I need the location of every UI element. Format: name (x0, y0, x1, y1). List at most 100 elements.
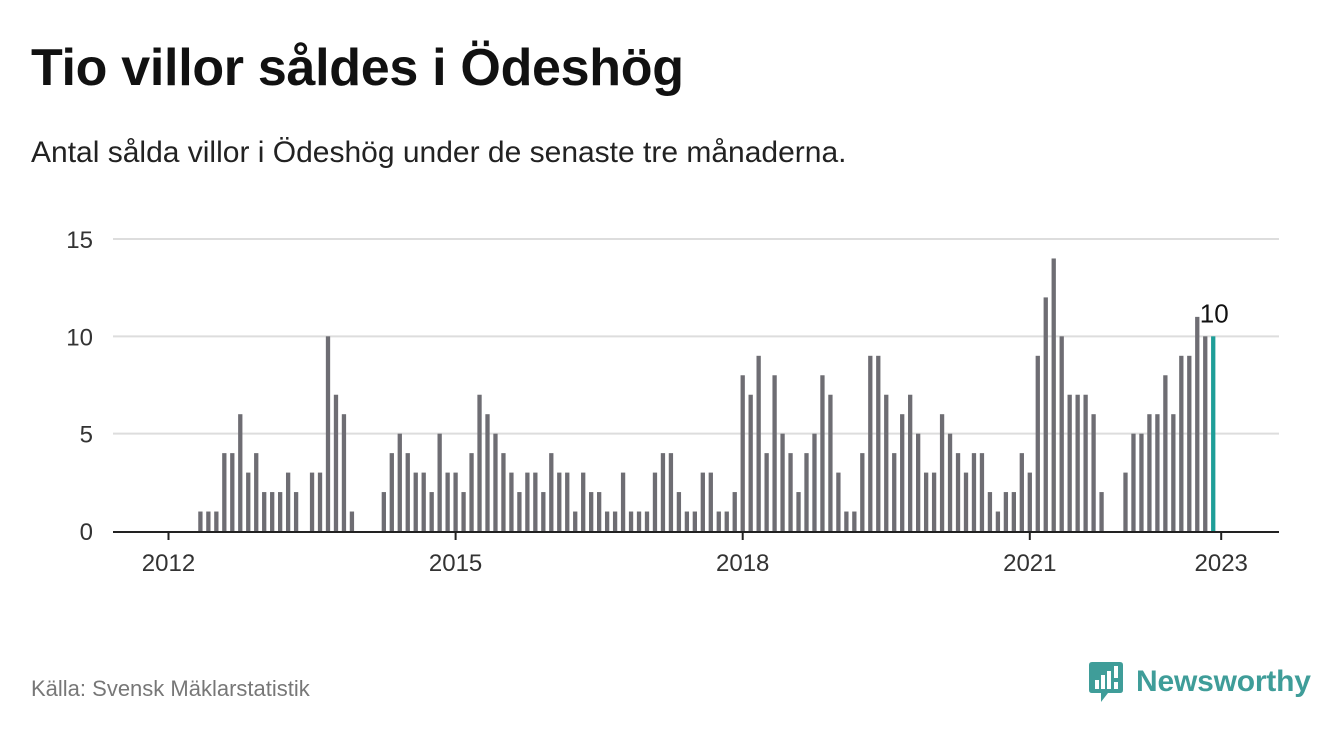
bar (589, 492, 594, 531)
bar (732, 492, 737, 531)
bar (557, 472, 562, 531)
bar (916, 433, 921, 531)
bar (668, 453, 674, 531)
bar (868, 355, 873, 531)
bar (238, 414, 243, 531)
bar (1075, 394, 1080, 531)
x-tick-label: 2012 (142, 550, 195, 577)
bar (262, 492, 267, 531)
bar (1155, 414, 1160, 531)
bar (987, 492, 993, 531)
bar (501, 453, 506, 531)
bar (876, 355, 881, 531)
bar (1171, 414, 1176, 531)
bar (1195, 316, 1200, 531)
bar (397, 433, 402, 531)
bar (756, 355, 761, 531)
bar (493, 433, 498, 531)
bar (198, 511, 203, 531)
bar (477, 394, 482, 531)
bar (1067, 394, 1072, 531)
bar (270, 492, 275, 531)
bar (724, 511, 729, 531)
bar (963, 472, 969, 531)
bar (581, 472, 586, 531)
bar (1019, 453, 1024, 531)
bar (780, 433, 785, 531)
bar (214, 511, 219, 531)
bar (923, 472, 929, 531)
y-tick-label: 15 (66, 227, 93, 254)
bar (676, 492, 682, 531)
bar (597, 492, 602, 531)
chart-title: Tio villor såldes i Ödeshög (31, 39, 684, 97)
bar (844, 511, 849, 531)
bar (437, 433, 442, 531)
bar (461, 492, 466, 531)
bar (1163, 375, 1168, 531)
bar (405, 453, 410, 531)
bar (1059, 336, 1064, 531)
bar (828, 394, 833, 531)
bar (349, 511, 355, 531)
bar (317, 472, 323, 531)
bar-highlight (1211, 336, 1216, 531)
bar (764, 453, 769, 531)
bar (453, 472, 458, 531)
bar (222, 453, 227, 531)
bar (1203, 336, 1208, 531)
bar (341, 414, 347, 531)
bar (1027, 472, 1032, 531)
brand-logo: Newsworthy (1088, 660, 1311, 704)
bar (644, 511, 650, 531)
bar (892, 453, 897, 531)
bar (509, 472, 514, 531)
bar (413, 472, 418, 531)
bar (517, 492, 522, 531)
y-tick-label: 5 (80, 422, 93, 449)
bar (628, 511, 634, 531)
bar (309, 472, 315, 531)
source-note: Källa: Svensk Mäklarstatistik (31, 676, 310, 701)
bar (836, 472, 841, 531)
bar (1187, 355, 1192, 531)
x-tick-label: 2015 (429, 550, 482, 577)
bar (1123, 472, 1128, 531)
newsworthy-logo-icon (1089, 662, 1123, 702)
x-tick-label: 2023 (1195, 550, 1248, 577)
bar (533, 472, 538, 531)
grid-lines (113, 238, 1279, 435)
bar (604, 511, 610, 531)
bar (1035, 355, 1040, 531)
bar (1131, 433, 1136, 531)
x-tick-label: 2021 (1003, 550, 1056, 577)
bar (1011, 492, 1016, 531)
bar (931, 472, 937, 531)
bar (1091, 414, 1096, 531)
bar (820, 375, 825, 531)
bar (947, 433, 953, 531)
bar (684, 511, 690, 531)
bar (708, 472, 713, 531)
bar (1043, 297, 1048, 531)
bar (541, 492, 546, 531)
bar (692, 511, 697, 531)
bar (860, 453, 865, 531)
bar (254, 453, 259, 531)
bar (285, 472, 291, 531)
chart-subtitle: Antal sålda villor i Ödeshög under de se… (31, 136, 847, 169)
bar (700, 472, 705, 531)
bar (716, 511, 721, 531)
bar (1139, 433, 1144, 531)
bar (852, 511, 857, 531)
bar (900, 414, 905, 531)
highlight-value-label: 10 (1200, 298, 1229, 328)
bar (908, 394, 913, 531)
bar (485, 414, 490, 531)
bar (636, 511, 642, 531)
bars (198, 258, 1216, 531)
bar (325, 336, 331, 531)
bar (612, 511, 618, 531)
bar (333, 394, 339, 531)
